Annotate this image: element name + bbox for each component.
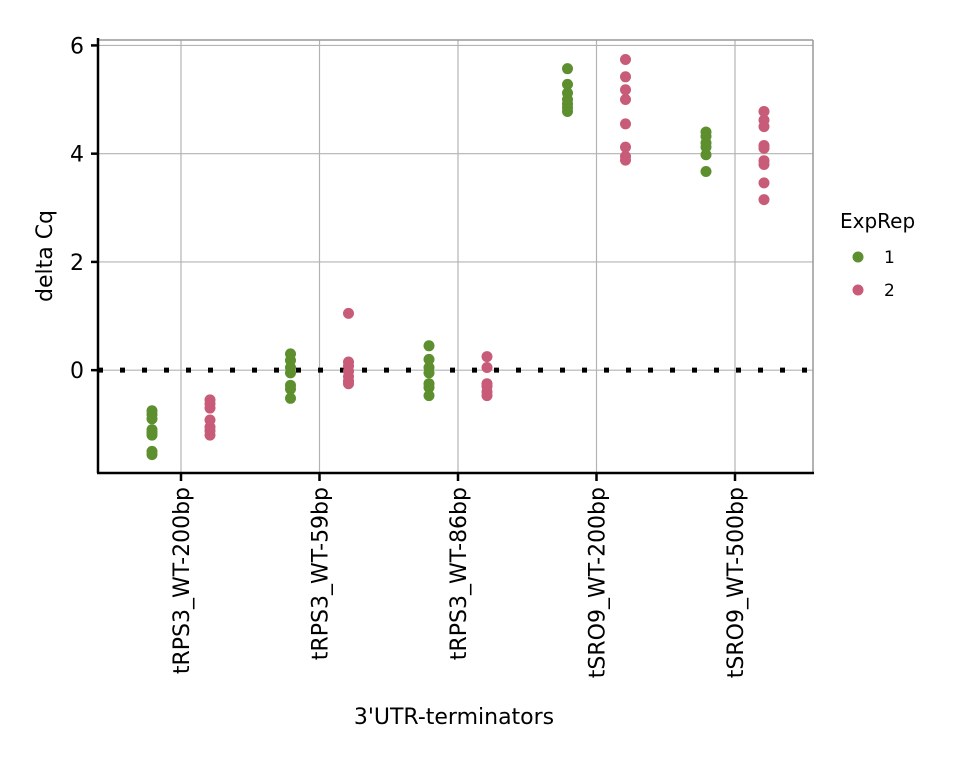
data-point-series-1 xyxy=(423,390,435,402)
data-point-series-2 xyxy=(204,429,216,441)
y-axis-title: delta Cq xyxy=(33,210,58,302)
grid-lines xyxy=(98,39,814,473)
x-axis-title: 3'UTR-terminators xyxy=(354,705,554,730)
data-point-series-2 xyxy=(481,361,493,373)
data-point-series-2 xyxy=(758,121,770,133)
x-tick-label: tSRO9_WT-200bp xyxy=(586,487,611,678)
x-tick-label: tRPS3_WT-200bp xyxy=(170,487,195,674)
data-point-series-2 xyxy=(620,154,631,166)
data-point-series-2 xyxy=(204,402,216,414)
legend-title: ExpRep xyxy=(840,209,915,233)
x-tick-label: tRPS3_WT-59bp xyxy=(309,487,334,660)
axes xyxy=(96,38,814,475)
legend-label-series-1: 1 xyxy=(884,248,895,268)
data-point-series-2 xyxy=(758,105,770,117)
data-point-series-1 xyxy=(562,63,573,75)
data-point-series-2 xyxy=(620,84,631,96)
plot-panel xyxy=(98,40,813,473)
data-point-series-2 xyxy=(481,351,493,363)
data-point-series-1 xyxy=(562,105,573,117)
data-point-series-2 xyxy=(758,177,770,189)
y-ticks: 0 2 4 6 xyxy=(70,34,98,384)
y-tick-label: 2 xyxy=(70,251,84,276)
data-point-series-2 xyxy=(620,71,631,83)
y-tick-label: 0 xyxy=(70,359,84,384)
data-point-series-1 xyxy=(146,429,158,441)
data-point-series-1 xyxy=(285,383,296,395)
data-point-series-2 xyxy=(620,118,631,130)
data-point-series-1 xyxy=(146,449,158,461)
data-point-series-1 xyxy=(423,381,435,393)
data-point-series-1 xyxy=(423,353,435,365)
data-point-series-2 xyxy=(620,53,631,65)
legend-key-series-2 xyxy=(852,284,864,296)
plot-background xyxy=(98,40,813,473)
data-point-series-1 xyxy=(700,141,712,153)
data-points xyxy=(146,53,770,461)
legend: ExpRep 1 2 xyxy=(840,209,915,301)
x-tick-label: tRPS3_WT-86bp xyxy=(447,487,472,660)
data-point-series-2 xyxy=(620,94,631,106)
data-point-series-2 xyxy=(758,194,770,206)
x-tick-label: tSRO9_WT-500bp xyxy=(724,487,749,678)
data-point-series-1 xyxy=(423,367,435,379)
data-point-series-2 xyxy=(343,307,354,319)
data-point-series-1 xyxy=(285,367,296,379)
data-point-series-2 xyxy=(758,158,770,170)
data-point-series-1 xyxy=(700,149,712,161)
data-point-series-1 xyxy=(423,340,435,352)
y-tick-label: 6 xyxy=(70,34,84,59)
y-tick-label: 4 xyxy=(70,143,84,168)
data-point-series-1 xyxy=(146,413,158,425)
legend-label-series-2: 2 xyxy=(884,281,895,301)
data-point-series-1 xyxy=(700,166,712,178)
data-point-series-1 xyxy=(562,78,573,90)
data-point-series-2 xyxy=(620,141,631,153)
data-point-series-2 xyxy=(758,142,770,154)
legend-key-series-1 xyxy=(852,251,864,263)
data-point-series-2 xyxy=(481,390,493,402)
data-point-series-1 xyxy=(285,392,296,404)
x-ticks: tRPS3_WT-200bp tRPS3_WT-59bp tRPS3_WT-86bp… xyxy=(170,473,749,678)
data-point-series-2 xyxy=(343,378,354,390)
